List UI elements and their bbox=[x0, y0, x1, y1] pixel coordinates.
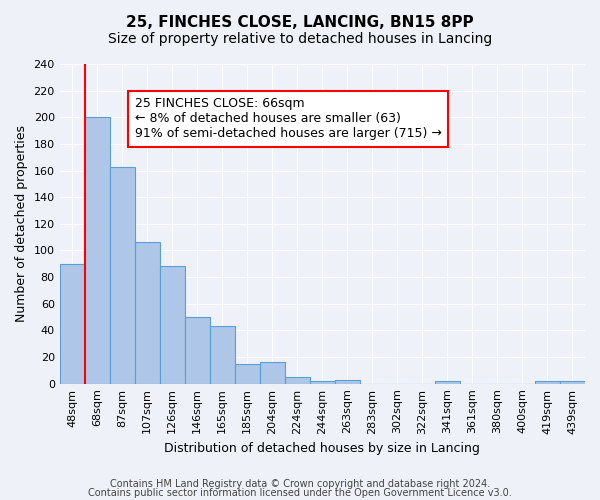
Bar bbox=[160, 266, 185, 384]
Bar bbox=[535, 381, 560, 384]
Bar bbox=[185, 317, 210, 384]
Text: 25, FINCHES CLOSE, LANCING, BN15 8PP: 25, FINCHES CLOSE, LANCING, BN15 8PP bbox=[126, 15, 474, 30]
Bar bbox=[85, 118, 110, 384]
Bar bbox=[210, 326, 235, 384]
Bar bbox=[110, 166, 135, 384]
Bar bbox=[260, 362, 285, 384]
Text: Contains HM Land Registry data © Crown copyright and database right 2024.: Contains HM Land Registry data © Crown c… bbox=[110, 479, 490, 489]
Bar bbox=[235, 364, 260, 384]
Bar bbox=[285, 377, 310, 384]
Text: 25 FINCHES CLOSE: 66sqm
← 8% of detached houses are smaller (63)
91% of semi-det: 25 FINCHES CLOSE: 66sqm ← 8% of detached… bbox=[135, 98, 442, 140]
Bar bbox=[560, 381, 585, 384]
Text: Size of property relative to detached houses in Lancing: Size of property relative to detached ho… bbox=[108, 32, 492, 46]
Bar bbox=[310, 381, 335, 384]
Bar bbox=[59, 264, 85, 384]
Text: Contains public sector information licensed under the Open Government Licence v3: Contains public sector information licen… bbox=[88, 488, 512, 498]
X-axis label: Distribution of detached houses by size in Lancing: Distribution of detached houses by size … bbox=[164, 442, 480, 455]
Bar bbox=[335, 380, 360, 384]
Bar bbox=[135, 242, 160, 384]
Y-axis label: Number of detached properties: Number of detached properties bbox=[15, 126, 28, 322]
Bar bbox=[435, 381, 460, 384]
